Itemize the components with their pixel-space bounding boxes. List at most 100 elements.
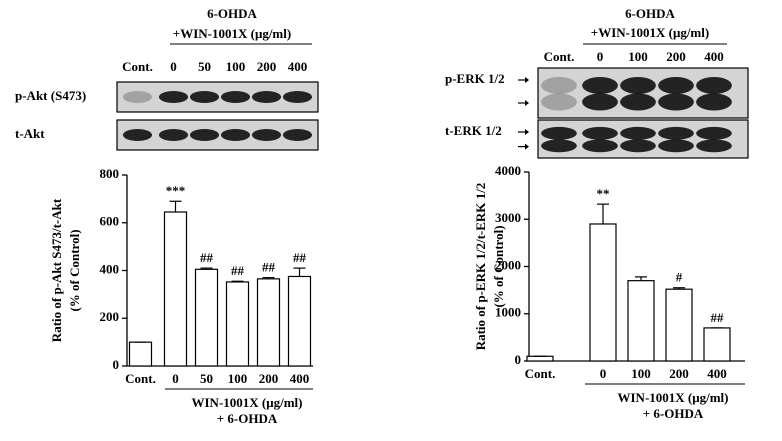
blot-band bbox=[158, 129, 189, 141]
treatment-header: +WIN-1001X (μg/ml) bbox=[591, 25, 709, 40]
x-axis-label: WIN-1001X (μg/ml) bbox=[192, 395, 303, 410]
x-tick-label: 100 bbox=[228, 371, 248, 386]
x-tick-label: 50 bbox=[200, 371, 213, 386]
blot-band bbox=[696, 77, 732, 94]
blot-band bbox=[122, 129, 153, 141]
blot-band bbox=[282, 129, 313, 141]
bar bbox=[194, 268, 219, 367]
blot-band bbox=[541, 126, 577, 140]
significance-label: # bbox=[676, 270, 683, 285]
y-axis-label: (% of Control) bbox=[67, 229, 82, 311]
blot-band bbox=[620, 77, 656, 94]
blot-row-label: t-Akt bbox=[15, 126, 45, 141]
y-tick-label: 4000 bbox=[495, 163, 521, 178]
y-tick-label: 1000 bbox=[495, 305, 521, 320]
bar bbox=[225, 281, 250, 367]
arrow-head bbox=[525, 129, 529, 135]
panel: 6-OHDA+WIN-1001X (μg/ml)Cont. 0 100 200 400p… bbox=[445, 6, 749, 421]
treatment-header: +WIN-1001X (μg/ml) bbox=[173, 26, 291, 41]
blot-band bbox=[189, 129, 220, 141]
lane-label: 100 bbox=[226, 59, 246, 74]
blot-band bbox=[620, 93, 656, 111]
blot-band bbox=[658, 139, 694, 153]
bar bbox=[128, 341, 153, 367]
significance-label: *** bbox=[166, 183, 186, 198]
blot-row-label: p-Akt (S473) bbox=[15, 88, 86, 103]
treatment-header: 6-OHDA bbox=[207, 6, 257, 21]
blot-band bbox=[658, 93, 694, 111]
bar bbox=[665, 288, 693, 362]
lane-label: 0 bbox=[597, 49, 604, 64]
blot-band bbox=[582, 77, 618, 94]
x-tick-label: 0 bbox=[600, 366, 607, 381]
x-tick-label: 400 bbox=[707, 366, 727, 381]
y-axis-label: (% of Control) bbox=[491, 225, 506, 307]
bar bbox=[256, 278, 281, 367]
x-tick-label: Cont. bbox=[525, 366, 556, 381]
bar bbox=[627, 280, 655, 362]
y-tick-label: 3000 bbox=[495, 210, 521, 225]
blot-band bbox=[620, 126, 656, 140]
treatment-header: 6-OHDA bbox=[625, 6, 675, 21]
y-tick-label: 0 bbox=[515, 352, 522, 367]
x-tick-label: 200 bbox=[669, 366, 689, 381]
significance-label: ## bbox=[711, 310, 725, 325]
significance-label: ## bbox=[262, 260, 276, 275]
y-tick-label: 600 bbox=[100, 214, 120, 229]
blot-band bbox=[251, 129, 282, 141]
x-axis-label: + 6-OHDA bbox=[217, 411, 278, 426]
blot-band bbox=[582, 126, 618, 140]
y-tick-label: 200 bbox=[100, 309, 120, 324]
arrow-head bbox=[525, 100, 529, 106]
lane-label: 400 bbox=[704, 49, 724, 64]
y-tick-label: 0 bbox=[113, 357, 120, 372]
bar bbox=[163, 211, 188, 367]
bar bbox=[287, 275, 312, 367]
blot-band bbox=[220, 91, 251, 103]
lane-label: Cont. bbox=[122, 59, 153, 74]
blot-band bbox=[541, 77, 577, 94]
blot-band bbox=[658, 126, 694, 140]
lane-label: 200 bbox=[666, 49, 686, 64]
x-tick-label: 100 bbox=[631, 366, 651, 381]
y-axis-label: Ratio of p-ERK 1/2/t-ERK 1/2 bbox=[473, 183, 488, 351]
blot-band bbox=[251, 91, 282, 103]
y-tick-label: 800 bbox=[100, 166, 120, 181]
y-tick-label: 400 bbox=[100, 261, 120, 276]
blot-row-label: t-ERK 1/2 bbox=[445, 123, 502, 138]
blot-band bbox=[541, 93, 577, 111]
blot-band bbox=[658, 77, 694, 94]
y-axis-label: Ratio of p-Akt S473/t-Akt bbox=[49, 198, 64, 342]
y-tick-label: 2000 bbox=[495, 257, 521, 272]
blot-band bbox=[122, 91, 153, 103]
blot-band bbox=[696, 126, 732, 140]
x-axis-label: WIN-1001X (μg/ml) bbox=[618, 390, 729, 405]
blot-row-label: p-ERK 1/2 bbox=[445, 71, 505, 86]
bar bbox=[589, 223, 617, 362]
x-tick-label: 400 bbox=[290, 371, 310, 386]
lane-label: 0 bbox=[170, 59, 177, 74]
lane-label: 50 bbox=[198, 59, 211, 74]
blot-band bbox=[582, 139, 618, 153]
bar bbox=[703, 327, 731, 362]
lane-label: 200 bbox=[257, 59, 277, 74]
panel: 6-OHDA +WIN-1001X (μg/ml) Cont. 0 50 100 200 40… bbox=[15, 6, 319, 426]
arrow-head bbox=[525, 143, 529, 150]
x-tick-label: 200 bbox=[259, 371, 279, 386]
blot-band bbox=[541, 139, 577, 153]
blot-band bbox=[696, 93, 732, 111]
x-tick-label: 0 bbox=[172, 371, 179, 386]
significance-label: ## bbox=[231, 263, 245, 278]
blot-band bbox=[220, 129, 251, 141]
blot-band bbox=[282, 91, 313, 103]
significance-label: ## bbox=[293, 250, 307, 265]
arrow-head bbox=[525, 77, 529, 83]
bar bbox=[526, 355, 554, 362]
x-tick-label: Cont. bbox=[125, 371, 156, 386]
x-axis-label: + 6-OHDA bbox=[643, 406, 704, 421]
lane-label: 400 bbox=[288, 59, 308, 74]
lane-label: Cont. bbox=[544, 49, 575, 64]
blot-band bbox=[582, 93, 618, 111]
significance-label: ** bbox=[597, 186, 610, 201]
